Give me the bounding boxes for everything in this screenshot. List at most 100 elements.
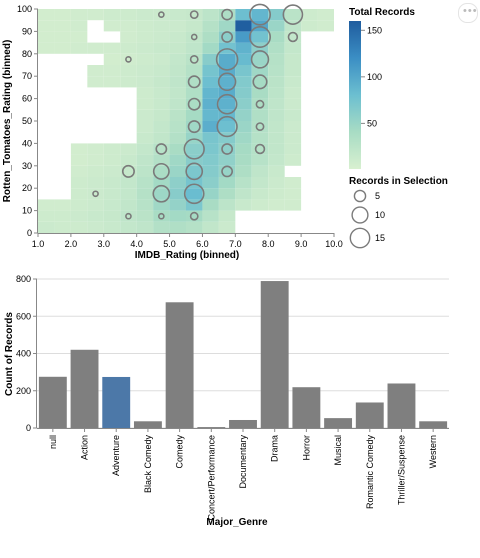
heatmap-cell <box>284 143 302 155</box>
heatmap-cell <box>186 210 203 222</box>
heatmap-cell <box>218 165 236 177</box>
heatmap-cell <box>202 154 219 166</box>
heatmap-cell <box>136 76 154 88</box>
heatmap-cell <box>136 20 154 32</box>
heatmap-cell <box>202 121 219 133</box>
heatmap-cell <box>70 199 88 211</box>
heatmap-cell <box>218 132 236 144</box>
heatmap-cell <box>120 188 137 200</box>
heatmap-cell <box>103 9 121 21</box>
selection-circle <box>152 162 170 180</box>
heatmap-cell <box>120 177 137 189</box>
heatmap-cell <box>136 143 154 155</box>
heatmap-cell <box>284 76 302 88</box>
heatmap-cell <box>235 121 252 133</box>
heatmap-cell <box>169 177 186 189</box>
heatmap-cell <box>153 53 170 65</box>
heatmap-cell <box>186 154 203 166</box>
heatmap-cell <box>153 154 170 166</box>
selection-circle <box>125 56 132 63</box>
heatmap-cell <box>153 20 170 32</box>
heatmap-cell <box>153 98 170 110</box>
heatmap-cell <box>284 154 302 166</box>
heatmap-y-axis: 0 10 20 30 40 50 60 70 80 90 100 <box>17 4 38 238</box>
more-actions-button[interactable]: ••• <box>458 3 478 23</box>
heatmap-cell <box>235 87 252 99</box>
heatmap-cell <box>169 121 186 133</box>
bar-chart[interactable]: null Action Adventure Black Comedy Comedy Con… <box>4 274 449 528</box>
heatmap-cell <box>87 76 104 88</box>
heatmap-cell <box>136 199 154 211</box>
ellipsis-icon: ••• <box>463 5 478 17</box>
size-legend-circle <box>349 227 371 249</box>
bar-x-tick-label: Western <box>428 435 438 468</box>
heatmap-cell <box>120 65 137 77</box>
selection-circle <box>215 48 239 71</box>
heatmap-cell <box>284 98 302 110</box>
heatmap-cell <box>284 188 302 200</box>
heatmap-cell <box>186 65 203 77</box>
heatmap-cell <box>218 98 236 110</box>
bar <box>260 281 289 428</box>
heatmap-cell <box>169 9 186 21</box>
heatmap-cell <box>54 221 71 233</box>
heatmap-cell <box>186 165 203 177</box>
selection-circle <box>249 3 272 26</box>
heatmap-cell <box>186 42 203 54</box>
heatmap-cell <box>235 199 252 211</box>
heatmap-cell <box>251 31 269 43</box>
heatmap-cell <box>251 53 269 65</box>
heatmap-y-tick-label: 40 <box>22 138 32 148</box>
heatmap-x-tick-label: 5.0 <box>163 239 176 249</box>
selection-circles <box>92 3 304 221</box>
selection-circle <box>187 97 201 111</box>
heatmap-cell <box>169 154 186 166</box>
heatmap-cell <box>235 31 252 43</box>
heatmap-cell <box>136 154 154 166</box>
heatmap-cell <box>153 121 170 133</box>
heatmap-cell <box>169 132 186 144</box>
bar-x-tick-label: Black Comedy <box>143 435 153 494</box>
selection-circle <box>152 184 171 203</box>
heatmap-y-tick-label: 80 <box>22 49 32 59</box>
heatmap-cell <box>120 154 137 166</box>
bar-x-axis-title: Major_Genre <box>206 517 268 528</box>
heatmap-cell <box>251 188 269 200</box>
heatmap-cell <box>169 143 186 155</box>
heatmap-cell <box>202 65 219 77</box>
heatmap-cell <box>136 210 154 222</box>
heatmap-cell <box>136 53 154 65</box>
heatmap-cell <box>153 42 170 54</box>
heatmap-cell <box>38 9 55 21</box>
bar-y-axis-title: Count of Records <box>4 312 15 396</box>
heatmap-cell <box>136 188 154 200</box>
heatmap-cell <box>136 9 154 21</box>
heatmap-cell <box>268 188 285 200</box>
heatmap-cell <box>103 65 121 77</box>
heatmap-cell <box>70 177 88 189</box>
heatmap-cell <box>218 221 236 233</box>
heatmap-cell <box>87 9 104 21</box>
selection-circle <box>157 11 165 18</box>
bar <box>197 427 226 428</box>
bar <box>38 376 67 428</box>
heatmap-cell <box>284 53 302 65</box>
heatmap-cell <box>268 76 285 88</box>
heatmap-cell <box>38 199 55 211</box>
heatmap-x-tick-label: 4.0 <box>130 239 143 249</box>
heatmap-cell <box>136 31 154 43</box>
heatmap-cell <box>38 31 55 43</box>
heatmap-chart[interactable]: 1.0 2.0 3.0 4.0 5.0 6.0 7.0 8.0 9.0 10.0 0 10 20 30 4… <box>2 3 343 261</box>
heatmap-cell <box>218 31 236 43</box>
selection-circle <box>221 8 234 21</box>
size-legend-title: Records in Selection <box>349 176 448 187</box>
heatmap-cell <box>202 132 219 144</box>
heatmap-cell <box>103 53 121 65</box>
heatmap-cell <box>268 20 285 32</box>
selection-circle <box>249 25 272 48</box>
bar-x-tick-label: Romantic Comedy <box>365 435 375 510</box>
heatmap-cell <box>202 177 219 189</box>
bar-x-tick-label: Horror <box>301 435 311 461</box>
heatmap-cell <box>169 221 186 233</box>
heatmap-cell <box>70 154 88 166</box>
